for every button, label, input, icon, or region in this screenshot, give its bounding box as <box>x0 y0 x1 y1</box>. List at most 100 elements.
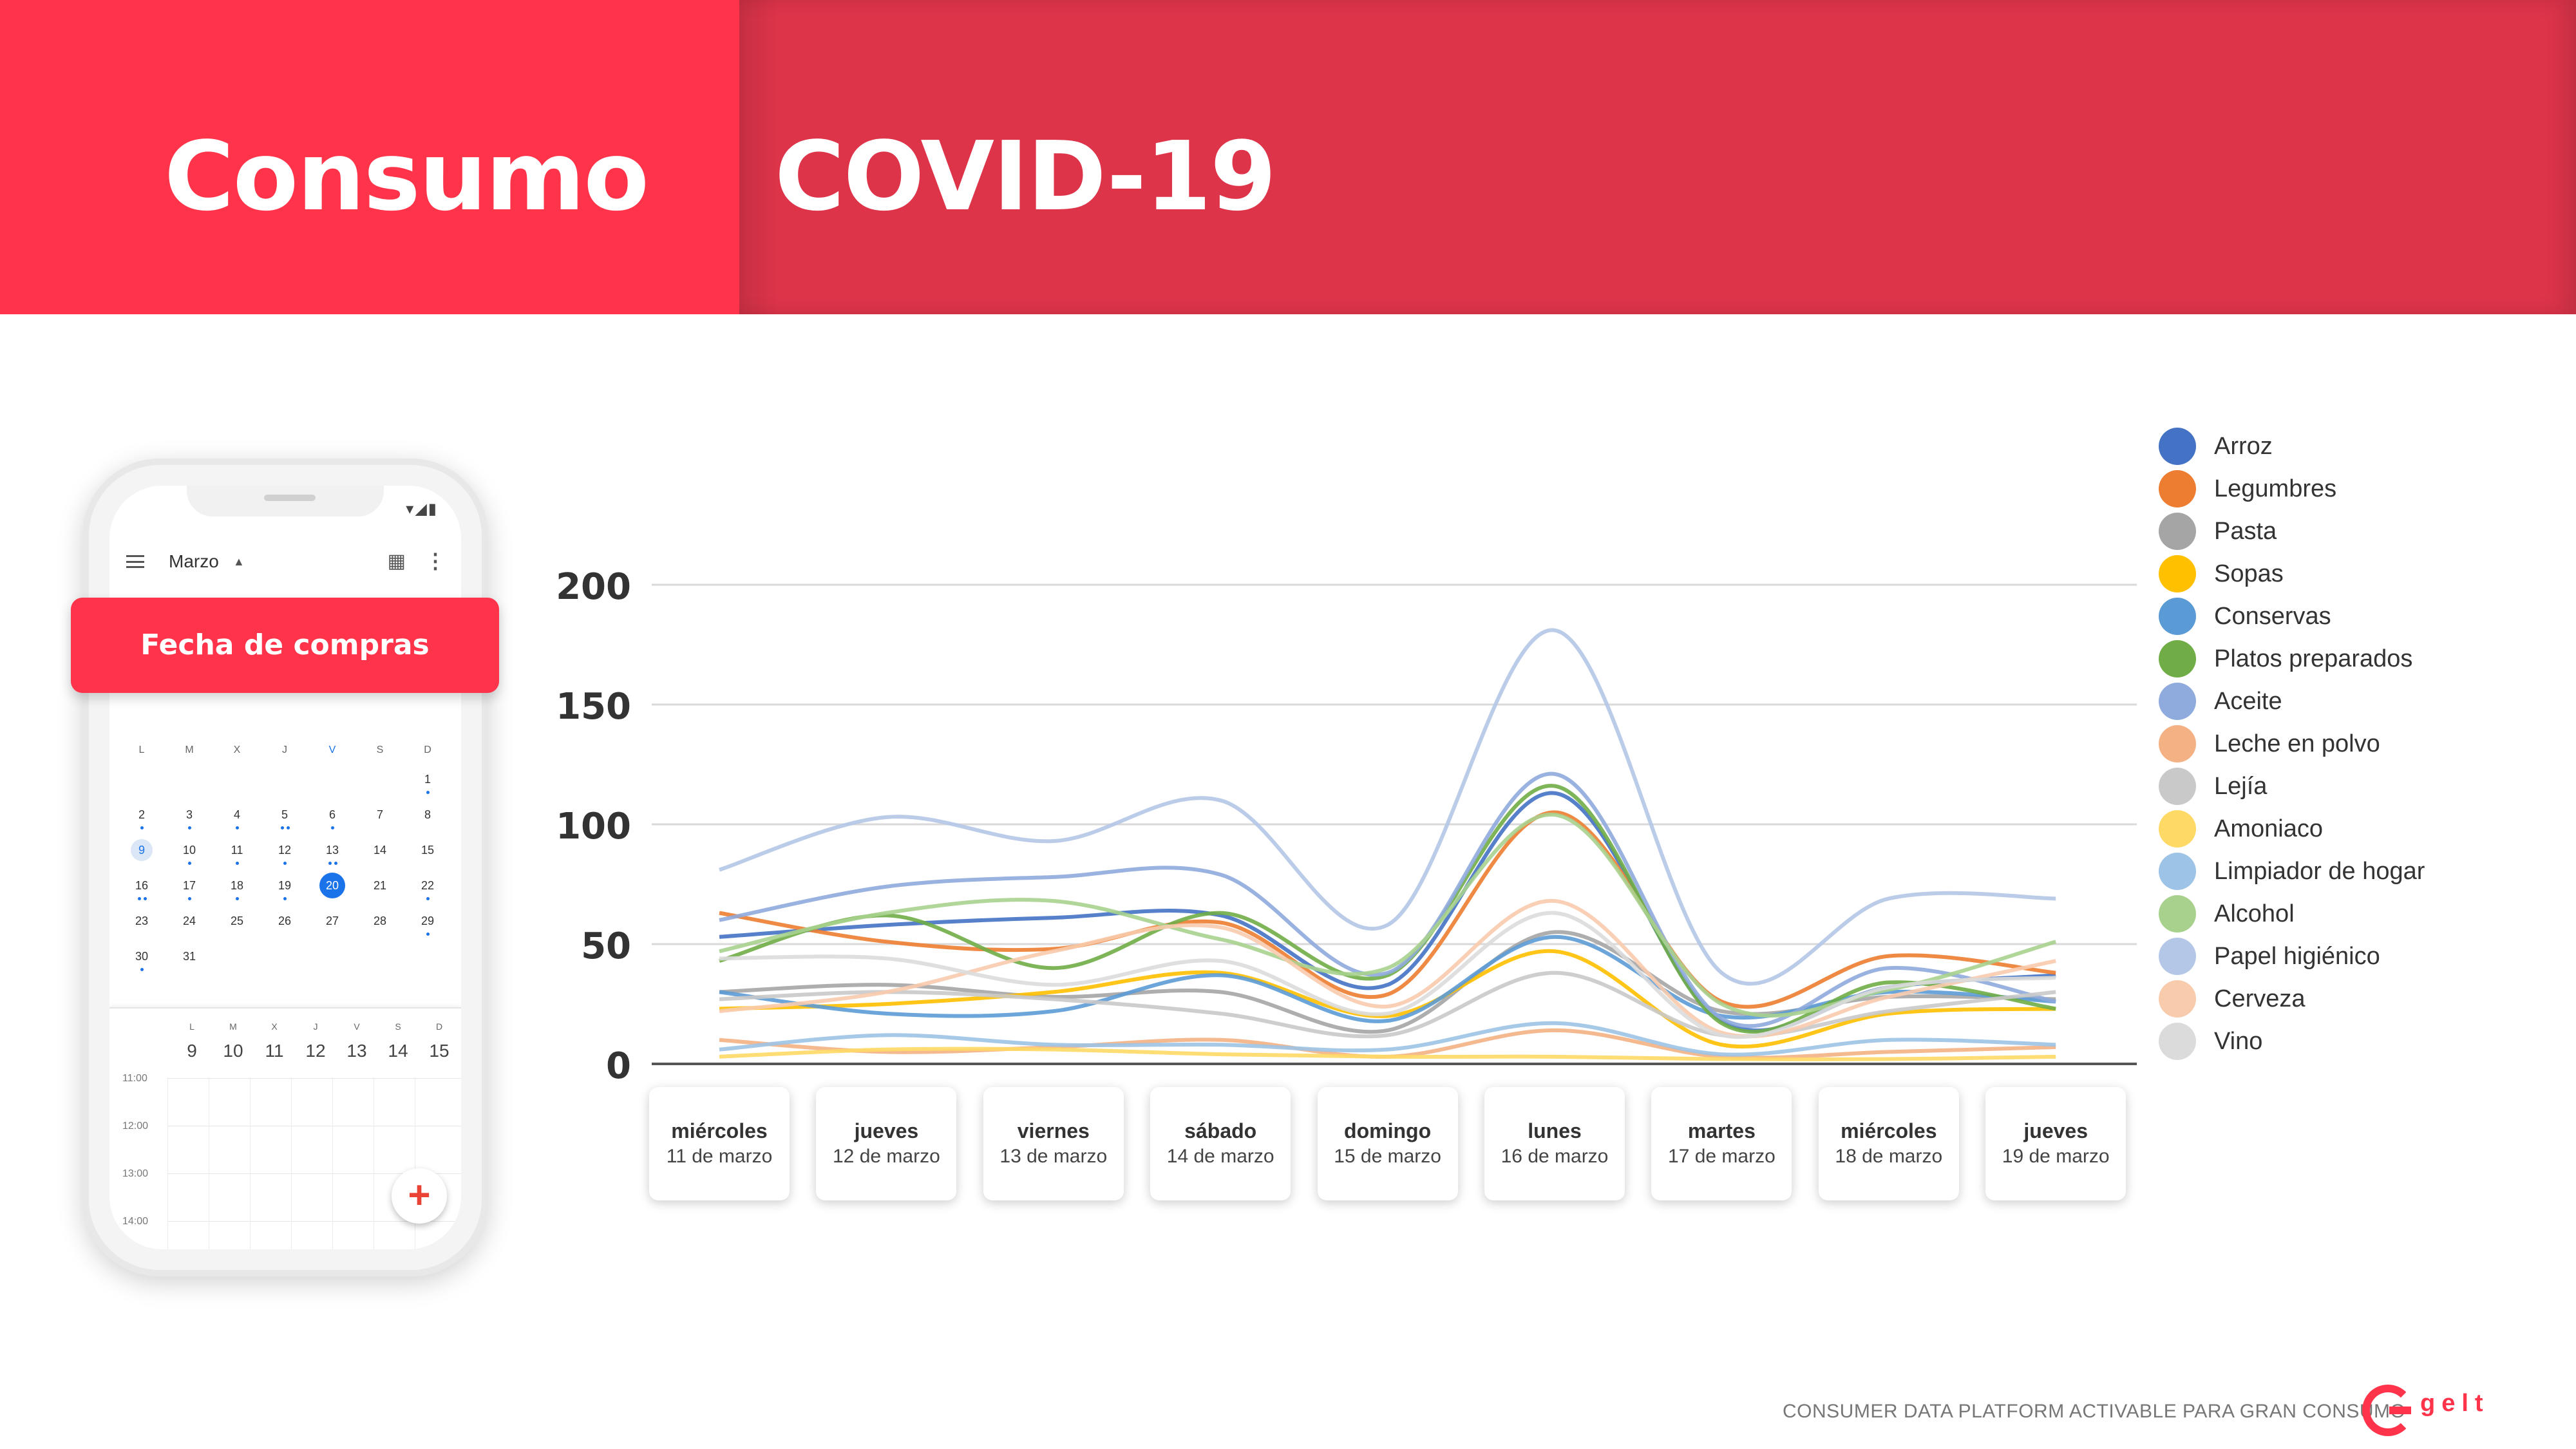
week-strip-date[interactable]: 9 <box>187 1041 197 1061</box>
event-dot <box>328 862 332 865</box>
calendar-day[interactable]: 25 <box>230 914 244 927</box>
caret-up-icon[interactable]: ▲ <box>233 555 245 568</box>
calendar-app-bar: Marzo ▲ ▦ ⋮ <box>109 531 461 601</box>
calendar-day[interactable]: 13 <box>314 844 350 879</box>
legend-label: Conservas <box>2214 603 2331 630</box>
gelt-logo-text: gelt <box>2420 1390 2490 1417</box>
event-dot <box>138 897 141 900</box>
calendar-day[interactable]: 21 <box>373 879 387 892</box>
week-strip-date[interactable]: 15 <box>429 1041 450 1061</box>
x-category-box: viernes 13 de marzo <box>983 1087 1124 1200</box>
series-line-vino <box>719 911 2056 1039</box>
calendar-day[interactable]: 27 <box>325 914 339 927</box>
calendar-day[interactable]: 2 <box>124 808 160 844</box>
calendar-day[interactable]: 12 <box>267 844 303 879</box>
event-dot <box>144 897 147 900</box>
legend-swatch <box>2159 810 2196 848</box>
more-vert-icon[interactable]: ⋮ <box>425 549 446 573</box>
calendar-day[interactable]: 16 <box>124 879 160 914</box>
legend-label: Alcohol <box>2214 900 2295 927</box>
calendar-empty-cell <box>314 950 350 985</box>
calendar-day[interactable]: 3 <box>171 808 207 844</box>
event-dot <box>236 897 239 900</box>
add-event-button[interactable]: + <box>392 1168 447 1224</box>
calendar-day[interactable]: 22 <box>410 879 446 914</box>
grid-row-line <box>167 1078 461 1079</box>
weekday-label: J <box>282 744 287 755</box>
calendar-week-row: 23 24 25 26 27 28 29 <box>124 914 446 950</box>
calendar-day[interactable]: 24 <box>182 914 196 927</box>
legend-label: Sopas <box>2214 560 2284 587</box>
calendar-day[interactable]: 1 <box>410 773 446 808</box>
legend-swatch <box>2159 683 2196 720</box>
time-label: 14:00 <box>122 1216 149 1227</box>
calendar-day[interactable]: 9 <box>124 839 160 879</box>
calendar-day[interactable]: 8 <box>424 808 431 821</box>
legend-swatch <box>2159 640 2196 677</box>
fecha-de-compras-button[interactable]: Fecha de compras <box>71 598 499 693</box>
week-strip-weekday: D <box>435 1021 443 1032</box>
calendar-empty-cell <box>219 773 255 808</box>
calendar-day[interactable]: 10 <box>171 844 207 879</box>
event-dot <box>188 897 191 900</box>
week-strip-date[interactable]: 12 <box>305 1041 326 1061</box>
calendar-day[interactable]: 18 <box>219 879 255 914</box>
weekday-label: V <box>328 744 336 755</box>
calendar-day[interactable]: 31 <box>182 950 196 963</box>
weekday-label: S <box>376 744 384 755</box>
calendar-day[interactable]: 30 <box>124 950 160 985</box>
calendar-day[interactable]: 4 <box>219 808 255 844</box>
x-tick-date: 19 de marzo <box>2002 1146 2110 1167</box>
series-line-aceite <box>719 772 2056 1028</box>
calendar-day[interactable]: 19 <box>267 879 303 914</box>
calendar-day[interactable]: 6 <box>314 808 350 844</box>
calendar-empty-cell <box>219 950 255 985</box>
calendar-day[interactable]: 14 <box>373 844 387 857</box>
legend-label: Limpiador de hogar <box>2214 858 2425 885</box>
calendar-day[interactable]: 29 <box>410 914 446 950</box>
event-dot <box>140 968 144 971</box>
event-dot <box>426 897 430 900</box>
legend-label: Cerveza <box>2214 985 2306 1012</box>
x-tick-day: miércoles <box>1841 1119 1937 1142</box>
calendar-day[interactable]: 20 <box>314 873 350 914</box>
week-strip-date[interactable]: 10 <box>223 1041 243 1061</box>
event-dot <box>236 862 239 865</box>
week-strip-date[interactable]: 14 <box>388 1041 408 1061</box>
weekday-label: M <box>185 744 194 755</box>
calendar-day[interactable]: 17 <box>171 879 207 914</box>
calendar-day[interactable]: 11 <box>219 844 255 879</box>
calendar-empty-cell <box>362 950 398 985</box>
series-line-conservas <box>719 934 2056 1023</box>
calendar-day[interactable]: 26 <box>278 914 292 927</box>
event-dot <box>140 826 144 829</box>
legend-label: Papel higiénico <box>2214 943 2380 970</box>
calendar-empty-cell <box>362 773 398 808</box>
event-dot <box>331 826 334 829</box>
calendar-day[interactable]: 7 <box>376 808 383 821</box>
week-strip-date[interactable]: 13 <box>346 1041 367 1061</box>
week-strip-date[interactable]: 11 <box>265 1041 284 1061</box>
x-tick-date: 14 de marzo <box>1166 1146 1274 1167</box>
calendar-day[interactable]: 23 <box>135 914 149 927</box>
week-strip-weekday: X <box>271 1021 278 1032</box>
calendar-week-row: 1 <box>124 773 446 808</box>
x-tick-day: sábado <box>1184 1119 1257 1142</box>
grid-column-line <box>332 1078 333 1249</box>
calendar-day[interactable]: 28 <box>373 914 387 927</box>
event-dot <box>426 933 430 936</box>
hamburger-menu-icon[interactable] <box>126 555 144 568</box>
weekday-label: X <box>233 744 241 755</box>
event-dot <box>287 826 290 829</box>
calendar-icon[interactable]: ▦ <box>387 551 406 572</box>
week-strip-weekday: S <box>395 1021 401 1032</box>
calendar-day[interactable]: 5 <box>267 808 303 844</box>
legend-label: Arroz <box>2214 433 2273 460</box>
x-tick-date: 16 de marzo <box>1501 1146 1609 1167</box>
x-tick-day: domingo <box>1344 1119 1432 1142</box>
month-selector[interactable]: Marzo <box>169 551 219 571</box>
calendar-day[interactable]: 15 <box>421 844 435 857</box>
header-divider-shadow <box>739 0 778 314</box>
